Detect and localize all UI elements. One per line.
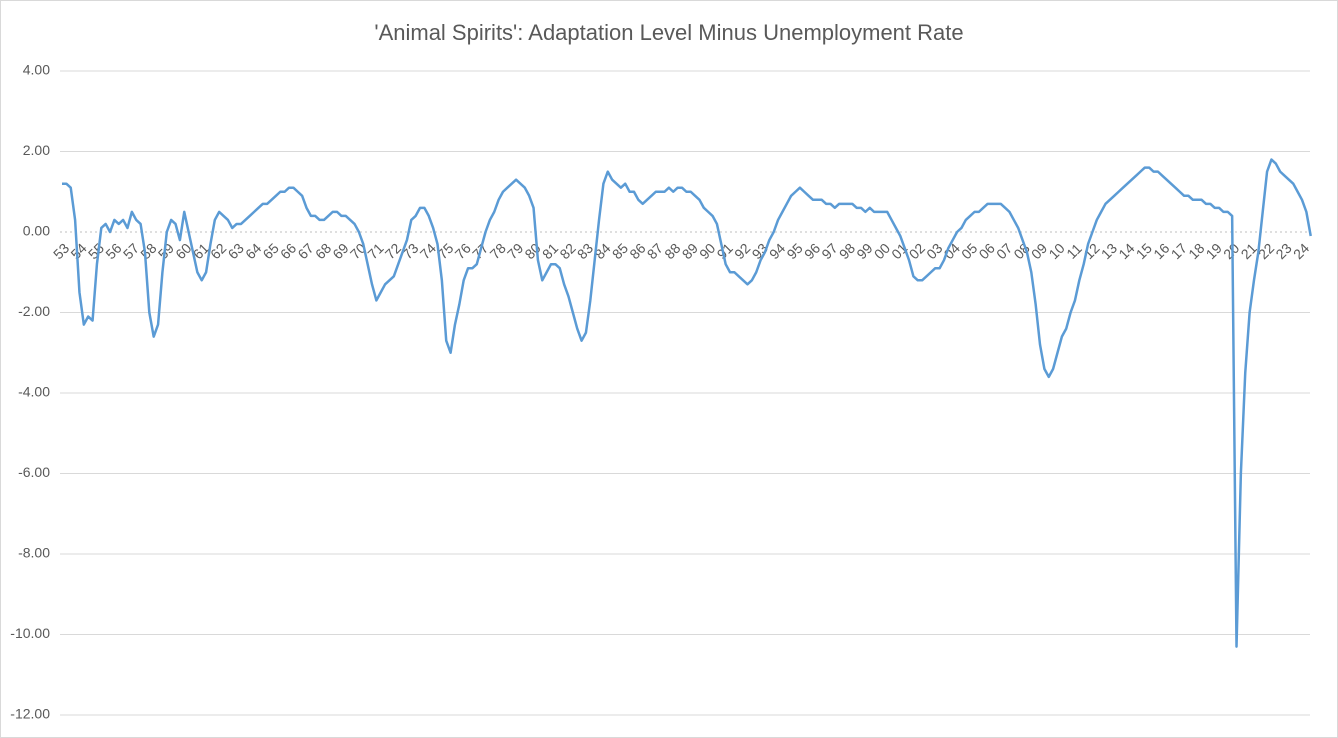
y-tick-label: 4.00 [23, 62, 50, 78]
y-tick-label: -12.00 [10, 706, 50, 722]
y-tick-label: 2.00 [23, 142, 50, 158]
chart-title: 'Animal Spirits': Adaptation Level Minus… [374, 20, 963, 45]
data-line [62, 158, 1312, 648]
y-tick-label: -8.00 [18, 545, 50, 561]
y-tick-label: 0.00 [23, 223, 50, 239]
y-tick-label: -2.00 [18, 303, 50, 319]
y-tick-label: -10.00 [10, 625, 50, 641]
y-tick-label: -6.00 [18, 464, 50, 480]
y-tick-label: -4.00 [18, 384, 50, 400]
